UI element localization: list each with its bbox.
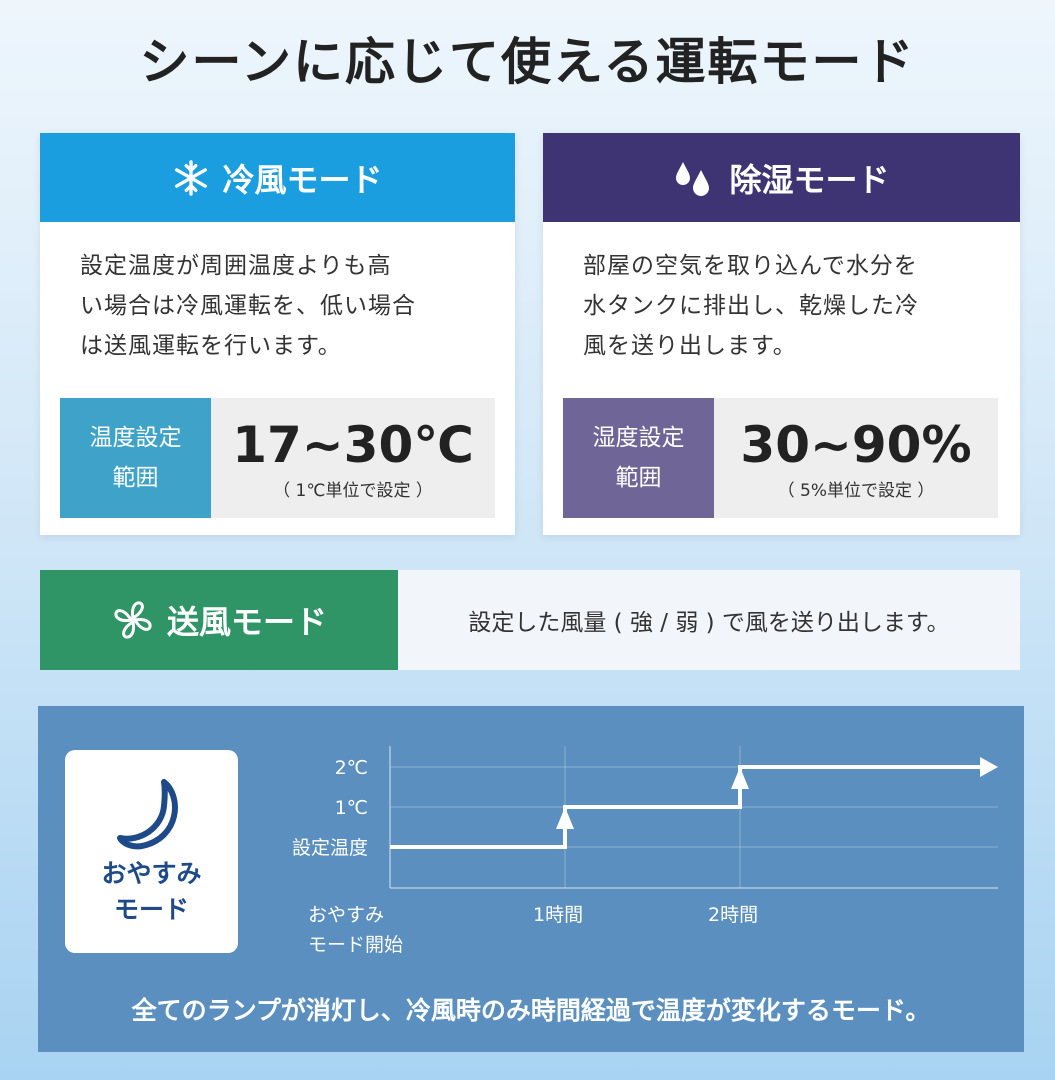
dry-mode-card: 除湿モード 部屋の空気を取り込んで水分を 水タンクに排出し、乾燥した冷 風を送り…	[543, 133, 1020, 535]
page-title: シーンに応じて使える運転モード	[139, 33, 916, 91]
y-tick-label: 1℃	[335, 797, 368, 819]
y-tick-label: 設定温度	[292, 837, 368, 859]
step-arrow	[731, 767, 749, 789]
fan-mode-title: 送風モード	[166, 603, 327, 641]
desc-line: 風を送り出します。	[583, 333, 797, 359]
x-tick-label: 2時間	[708, 904, 758, 926]
step-arrow	[556, 807, 574, 829]
fan-mode-header: 送風モード	[40, 570, 398, 670]
cool-mode-card: 冷風モード 設定温度が周囲温度よりも高 い場合は冷風運転を、低い場合 は送風運転…	[40, 133, 515, 535]
moon-icon	[116, 778, 178, 849]
step-line	[390, 765, 983, 849]
y-tick-label: 2℃	[335, 757, 368, 779]
desc-line: 設定温度が周囲温度よりも高	[80, 253, 392, 279]
fan-mode-row: 送風モード 設定した風量 ( 強 / 弱 ) で風を送り出します。	[40, 570, 1020, 670]
cool-mode-description: 設定温度が周囲温度よりも高 い場合は冷風運転を、低い場合 は送風運転を行います。	[40, 222, 515, 366]
night-mode-description: 全てのランプが消灯し、冷風時のみ時間経過で温度が変化するモード。	[131, 996, 931, 1025]
dry-mode-description: 部屋の空気を取り込んで水分を 水タンクに排出し、乾燥した冷 風を送り出します。	[543, 222, 1020, 366]
fan-mode-description: 設定した風量 ( 強 / 弱 ) で風を送り出します。	[468, 610, 950, 636]
x-tick-label: おやすみ	[308, 904, 384, 926]
range-note: （ 5%単位で設定 ）	[777, 480, 935, 501]
night-mode-title: おやすみ	[101, 858, 202, 888]
desc-line: い場合は冷風運転を、低い場合	[80, 293, 416, 319]
cool-mode-title: 冷風モード	[222, 160, 383, 199]
cool-mode-header: 冷風モード	[40, 133, 515, 222]
line-arrowhead	[980, 757, 998, 777]
range-label: 温度設定 範囲	[60, 398, 211, 518]
water-drops-icon	[676, 161, 710, 196]
x-tick-label: 1時間	[533, 904, 583, 926]
night-mode-section: おやすみ モード 設定温度 1℃ 2℃ おやすみ モード開始 1時間 2時間 全てのランプが消…	[38, 706, 1024, 1052]
night-mode-badge: おやすみ モード	[65, 750, 238, 953]
range-value: 30~90%	[740, 415, 972, 474]
range-label: 湿度設定 範囲	[563, 398, 714, 518]
x-tick-label: モード開始	[308, 934, 403, 956]
temperature-range: 温度設定 範囲 17~30℃ （ 1℃単位で設定 ）	[60, 398, 495, 518]
humidity-range: 湿度設定 範囲 30~90% （ 5%単位で設定 ）	[563, 398, 998, 518]
desc-line: 水タンクに排出し、乾燥した冷	[583, 293, 919, 319]
dry-mode-title: 除湿モード	[729, 160, 890, 199]
night-mode-title: モード	[113, 894, 189, 924]
snowflake-icon	[175, 159, 208, 196]
range-note: （ 1℃単位で設定 ）	[273, 480, 433, 501]
desc-line: は送風運転を行います。	[80, 333, 342, 359]
fan-icon	[114, 601, 152, 639]
dry-mode-header: 除湿モード	[543, 133, 1020, 222]
desc-line: 部屋の空気を取り込んで水分を	[583, 253, 918, 279]
range-value: 17~30℃	[232, 415, 474, 474]
